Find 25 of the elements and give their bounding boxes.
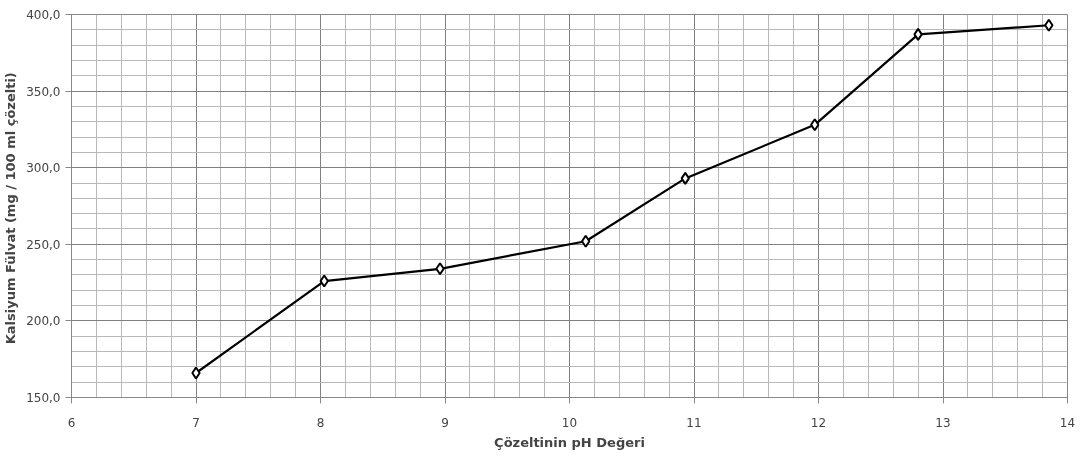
point [913, 27, 923, 41]
x-tick-label: 11 [686, 415, 702, 430]
x-tick-label: 9 [441, 415, 449, 430]
x-tick-label: 7 [192, 415, 200, 430]
point [191, 366, 201, 380]
point [581, 234, 591, 248]
point [1044, 18, 1054, 32]
point [435, 262, 445, 276]
x-tick-label: 13 [935, 415, 951, 430]
x-axis-title: Çözeltinin pH Değeri [494, 434, 645, 450]
y-tick-label: 250,0 [26, 237, 61, 252]
y-tick-label: 150,0 [26, 391, 61, 405]
point [680, 171, 690, 185]
y-tick-label: 300,0 [26, 161, 61, 176]
point [810, 118, 820, 132]
x-tick-label: 12 [810, 415, 827, 430]
x-tick-label: 6 [67, 415, 76, 430]
x-tick-label: 10 [561, 415, 578, 430]
y-tick-label: 200,0 [26, 314, 61, 329]
y-axis-title: Kalsiyum Fülvat (mg / 100 ml çözelti) [3, 72, 19, 345]
point [319, 274, 329, 288]
x-tick-label: 14 [1059, 415, 1076, 430]
y-tick-label: 400,0 [26, 8, 61, 22]
x-tick-label: 8 [316, 415, 325, 430]
y-tick-label: 350,0 [26, 84, 61, 99]
